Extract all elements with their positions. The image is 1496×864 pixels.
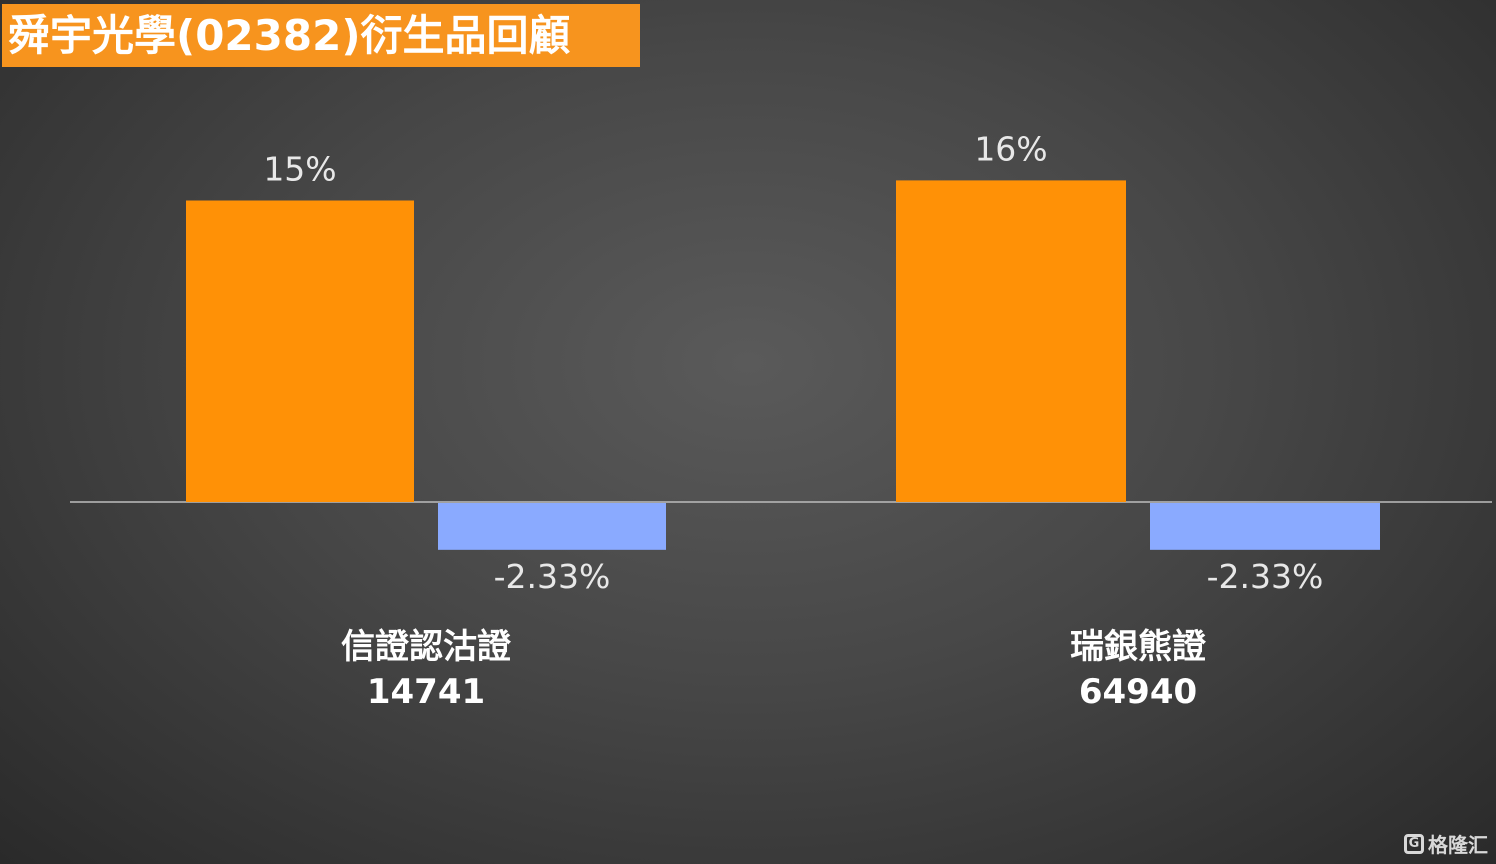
category-code-2: 64940 — [1079, 672, 1197, 712]
data-label-2-series-2: -2.33% — [1207, 557, 1324, 596]
bar-2-series-2 — [1150, 503, 1380, 550]
data-label-1-series-1: 15% — [263, 150, 336, 189]
watermark: G 格隆汇 — [1404, 829, 1488, 858]
data-label-2-series-1: 16% — [974, 129, 1047, 168]
chart-title: 舜宇光學(02382)衍生品回顧 — [2, 4, 640, 67]
bar-1-series-1 — [186, 200, 414, 502]
bar-2-series-1 — [896, 180, 1126, 502]
category-name-2: 瑞銀熊證 — [1070, 627, 1207, 667]
watermark-text: 格隆汇 — [1428, 833, 1488, 857]
category-code-1: 14741 — [367, 672, 485, 712]
data-label-1-series-2: -2.33% — [494, 557, 611, 596]
watermark-logo-icon: G — [1404, 833, 1424, 854]
bar-1-series-2 — [438, 503, 666, 550]
category-name-1: 信證認沽證 — [341, 627, 512, 667]
